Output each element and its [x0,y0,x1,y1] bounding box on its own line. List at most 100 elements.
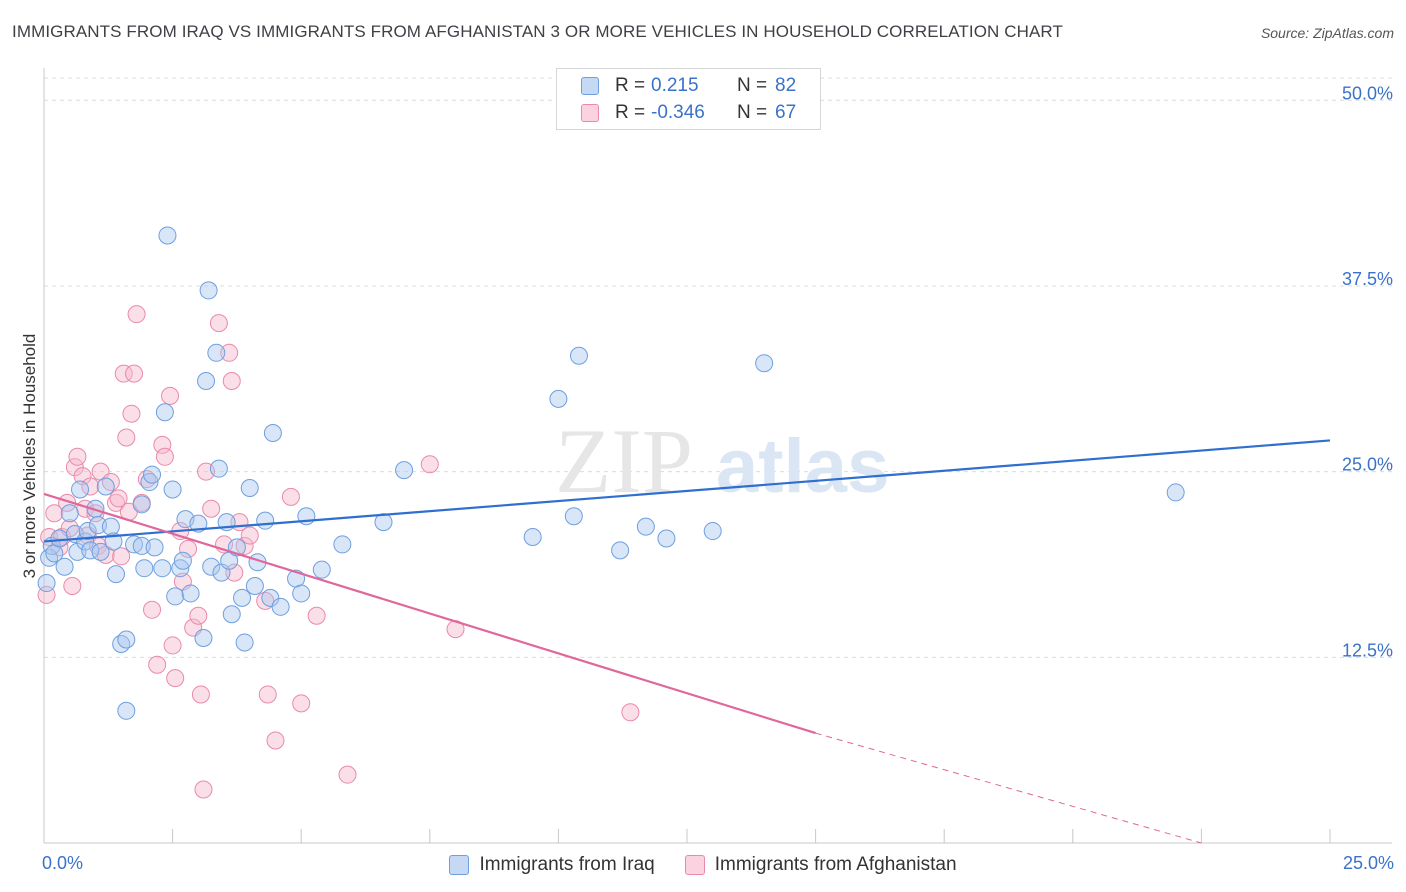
iraq-point [68,542,87,561]
afghanistan-point [155,447,174,466]
afghanistan-point [117,428,136,447]
iraq-point [202,557,221,576]
iraq-point [166,587,185,606]
iraq-point [37,574,56,593]
afghanistan-point [202,499,221,518]
iraq-point [207,343,226,362]
afghanistan-point [166,669,185,688]
afghanistan-point [281,487,300,506]
chart-title: IMMIGRANTS FROM IRAQ VS IMMIGRANTS FROM … [12,22,1063,41]
iraq-point [197,372,216,391]
iraq-point [312,560,331,579]
legend-item-afghanistan: Immigrants from Afghanistan [684,854,957,876]
iraq-point [395,461,414,480]
iraq-point [564,507,583,526]
iraq-point [101,517,120,536]
afghanistan-point [143,600,162,619]
iraq-point [91,542,110,561]
iraq-point [222,605,241,624]
afghanistan-point [191,685,210,704]
afghanistan-point [63,577,82,596]
legend-row-afghanistan: R = -0.346 N = 67 [581,101,796,125]
iraq-point [209,459,228,478]
afghanistan-point [209,314,228,333]
afghanistan-point [194,780,213,799]
iraq-point [194,629,213,648]
afghanistan-point [127,305,146,324]
iraq-point [143,465,162,484]
iraq-point [240,478,259,497]
afghanistan-point [163,636,182,655]
iraq-point [135,559,154,578]
iraq-point [271,597,290,616]
iraq-point [703,522,722,541]
iraq-point [374,513,393,532]
afghanistan-point [109,489,128,508]
afghanistan-point [179,539,198,558]
legend-r-value: 0.215 [651,75,699,96]
iraq-point [1166,483,1185,502]
afghanistan-point [338,765,357,784]
legend-r-value: -0.346 [651,102,705,123]
iraq-point [523,528,542,546]
x-tick-min: 0.0% [42,853,84,873]
iraq-point [163,480,182,499]
iraq-point [132,495,151,514]
iraq-point [569,346,588,365]
legend-item-iraq: Immigrants from Iraq [449,854,655,876]
iraq-point [235,633,254,652]
legend-label-afghanistan: Immigrants from Afghanistan [714,854,957,875]
iraq-point [657,529,676,548]
y-tick-label: 50.0% [1342,83,1393,103]
afghanistan-point [235,536,254,555]
y-tick-label: 37.5% [1342,269,1393,289]
afghanistan-point [189,606,208,625]
iraq-point [71,480,90,499]
iraq-point [145,538,164,557]
afghanistan-point [420,455,439,474]
iraq-point [117,630,136,649]
iraq-point [155,403,174,422]
iraq-point [117,701,136,720]
iraq-point [181,584,200,603]
iraq-point [199,281,218,300]
iraq-points [37,226,1185,720]
afghanistan-point [114,364,133,383]
afghanistan-point [161,386,180,405]
afghanistan-point [222,372,241,391]
iraq-point [245,577,264,596]
afghanistan-point [68,447,87,466]
series-legend: Immigrants from Iraq Immigrants from Afg… [0,852,1406,878]
afghanistan-point [81,477,100,496]
afghanistan-swatch [581,104,599,122]
iraq-point [549,389,568,408]
afghanistan-point [258,685,277,704]
iraq-point [158,226,177,245]
x-tick-max: 25.0% [1342,853,1394,873]
afghanistan-point [73,467,92,486]
iraq-point [96,477,115,496]
legend-row-iraq: R = 0.215 N = 82 [581,74,796,98]
iraq-swatch [449,855,470,875]
axes [43,68,1392,844]
stats-legend: R = 0.215 N = 82 R = -0.346 N = 67 [556,68,821,130]
iraq-point [333,535,352,554]
iraq-point [153,559,172,578]
iraq-swatch [581,77,599,95]
afghanistan-point [45,504,64,523]
afghanistan-point [148,655,167,674]
iraq-point [50,529,69,548]
iraq-point [78,522,97,541]
iraq-point [55,557,74,576]
iraq-point [140,473,159,492]
legend-n-label: N = [737,75,768,96]
afghanistan-trend-extension [815,732,1202,844]
grid-lines [44,77,1392,658]
iraq-point [636,517,655,536]
iraq-point [261,588,280,607]
iraq-point [60,504,79,523]
iraq-point [89,516,108,535]
iraq-point [107,565,126,584]
afghanistan-point [292,694,311,713]
